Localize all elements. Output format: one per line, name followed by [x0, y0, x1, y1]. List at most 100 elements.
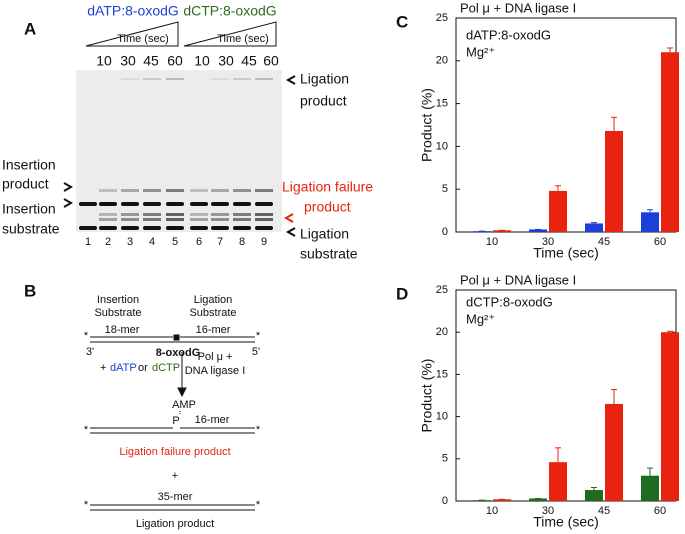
- lane-number: 7: [217, 236, 223, 248]
- bar: [529, 498, 547, 501]
- star: *: [84, 499, 89, 511]
- star: *: [256, 330, 261, 342]
- bar: [529, 229, 547, 232]
- x-tick-label: 30: [542, 505, 554, 517]
- side-label: Ligation: [300, 226, 349, 242]
- x-tick-label: 45: [598, 236, 610, 248]
- band: [79, 202, 97, 206]
- bar: [585, 490, 603, 501]
- lane-number: 2: [105, 236, 111, 248]
- side-label: product: [2, 176, 49, 192]
- band: [143, 218, 161, 221]
- label: 8-oxodG: [156, 347, 201, 359]
- band: [255, 226, 273, 230]
- lane-number: 9: [261, 236, 267, 248]
- band: [211, 226, 229, 230]
- band: [255, 189, 273, 192]
- bar: [549, 190, 567, 232]
- x-axis-label: Time (sec): [533, 245, 599, 261]
- x-tick-label: 45: [598, 505, 610, 517]
- band: [99, 189, 117, 192]
- panel-label: D: [396, 284, 408, 303]
- gel-bands: [79, 78, 273, 230]
- band: [190, 213, 208, 216]
- side-label: Ligation: [300, 71, 349, 87]
- band: [233, 78, 251, 80]
- side-label: substrate: [2, 221, 60, 237]
- gel: [76, 70, 282, 232]
- band: [166, 218, 184, 221]
- band: [211, 218, 229, 221]
- band: [211, 213, 229, 216]
- side-label: Ligation failure: [282, 179, 373, 195]
- group-label: dCTP:8-oxodG: [183, 3, 276, 19]
- label: DNA ligase I: [185, 365, 246, 377]
- y-tick-label: 5: [442, 453, 448, 465]
- bar: [661, 332, 679, 501]
- x-axis-label: Time (sec): [533, 514, 599, 530]
- label: Ligation failure product: [119, 446, 230, 458]
- band: [190, 226, 208, 230]
- side-label: Insertion: [2, 157, 56, 173]
- x-tick-label: 60: [654, 236, 666, 248]
- time: 30: [218, 53, 234, 69]
- label: 35-mer: [158, 491, 193, 503]
- time: 60: [167, 53, 183, 69]
- band: [99, 202, 117, 206]
- bar: [585, 223, 603, 232]
- lane-number: 8: [239, 236, 245, 248]
- band: [190, 189, 208, 192]
- label: Substrate: [189, 307, 236, 319]
- band: [121, 202, 139, 206]
- x-tick-label: 10: [486, 505, 498, 517]
- label: 18-mer: [105, 324, 140, 336]
- y-axis-label: Product (%): [419, 359, 435, 433]
- star: *: [84, 330, 89, 342]
- y-tick-label: 25: [436, 284, 448, 296]
- label: Ligation product: [136, 518, 214, 530]
- lane-number: 3: [127, 236, 133, 248]
- x-tick-label: 10: [486, 236, 498, 248]
- arrows: [63, 75, 296, 237]
- label: +: [100, 362, 106, 374]
- band: [99, 226, 117, 230]
- band: [143, 202, 161, 206]
- band: [166, 226, 184, 230]
- label: 16-mer: [195, 414, 230, 426]
- bar: [605, 130, 623, 232]
- label: 16-mer: [196, 324, 231, 336]
- side-label: Insertion: [2, 201, 56, 217]
- lane-number: 1: [85, 236, 91, 248]
- band: [211, 78, 229, 80]
- band: [143, 78, 161, 80]
- band: [255, 213, 273, 216]
- time-wedge: [85, 21, 179, 47]
- y-tick-label: 15: [436, 98, 448, 110]
- band: [233, 218, 251, 221]
- bar: [493, 499, 511, 501]
- bar: [473, 500, 491, 501]
- annotation: Mg²⁺: [466, 44, 495, 59]
- label: dATP: [110, 362, 137, 374]
- band: [255, 78, 273, 80]
- band: [255, 218, 273, 221]
- label: Substrate: [94, 307, 141, 319]
- time-label: Time (sec): [217, 33, 269, 45]
- star: *: [256, 424, 261, 436]
- charts: C Pol μ + DNA ligase I dATP:8-oxodG Mg²⁺ 0 5 1…: [396, 0, 679, 530]
- band: [233, 213, 251, 216]
- chart-title: Pol μ + DNA ligase I: [460, 0, 576, 15]
- dna-strands: [90, 334, 255, 511]
- panel-label: A: [24, 19, 36, 38]
- time: 10: [96, 53, 112, 69]
- annotation: dCTP:8-oxodG: [466, 294, 553, 309]
- bar: [605, 403, 623, 501]
- band: [121, 189, 139, 192]
- label: AMP: [172, 399, 196, 411]
- band: [121, 226, 139, 230]
- label: 5': [252, 346, 260, 358]
- label: +: [172, 470, 178, 482]
- chart-title: Pol μ + DNA ligase I: [460, 272, 576, 287]
- label: dCTP: [152, 362, 180, 374]
- band: [143, 189, 161, 192]
